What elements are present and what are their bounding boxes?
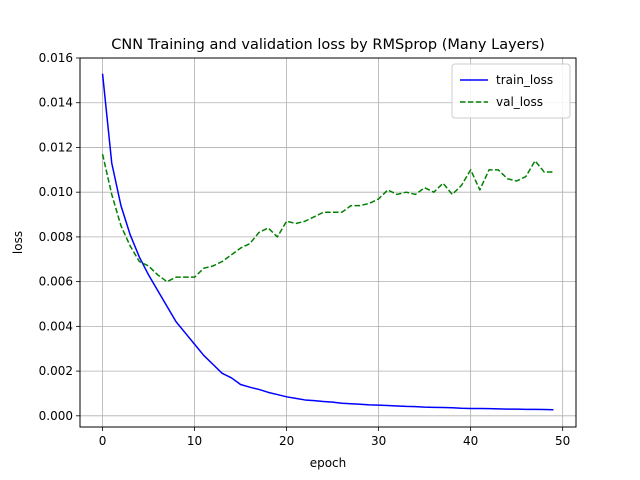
x-tick-label: 20 [279,434,294,448]
x-axis-label: epoch [310,456,347,470]
tick-layer: 0 10 20 30 40 50 0.000 0.002 0.004 0.006 0.008 0.01… [39,51,571,448]
series-line-val-loss [101,153,554,283]
y-tick-label: 0.000 [39,409,73,423]
y-tick-label: 0.004 [39,319,73,333]
y-tick-label: 0.016 [39,51,73,65]
series-line-train-loss [101,73,554,411]
x-tick-label: 10 [187,434,202,448]
legend-label-val-loss: val_loss [496,95,543,109]
y-tick-label: 0.014 [39,96,73,110]
legend: train_loss val_loss [451,63,571,119]
legend-box [451,63,571,119]
x-tick-label: 50 [555,434,570,448]
y-tick-label: 0.008 [39,230,73,244]
plot-frame [79,57,577,428]
x-tick-label: 40 [463,434,478,448]
legend-label-train-loss: train_loss [496,73,553,87]
series-layer [101,73,554,411]
y-tick-label: 0.006 [39,275,73,289]
y-tick-label: 0.012 [39,140,73,154]
x-tick-label: 0 [99,434,107,448]
y-axis-label: loss [11,231,25,254]
y-tick-label: 0.010 [39,185,73,199]
x-tick-label: 30 [371,434,386,448]
y-tick-label: 0.002 [39,364,73,378]
chart-title: CNN Training and validation loss by RMSp… [111,37,545,53]
